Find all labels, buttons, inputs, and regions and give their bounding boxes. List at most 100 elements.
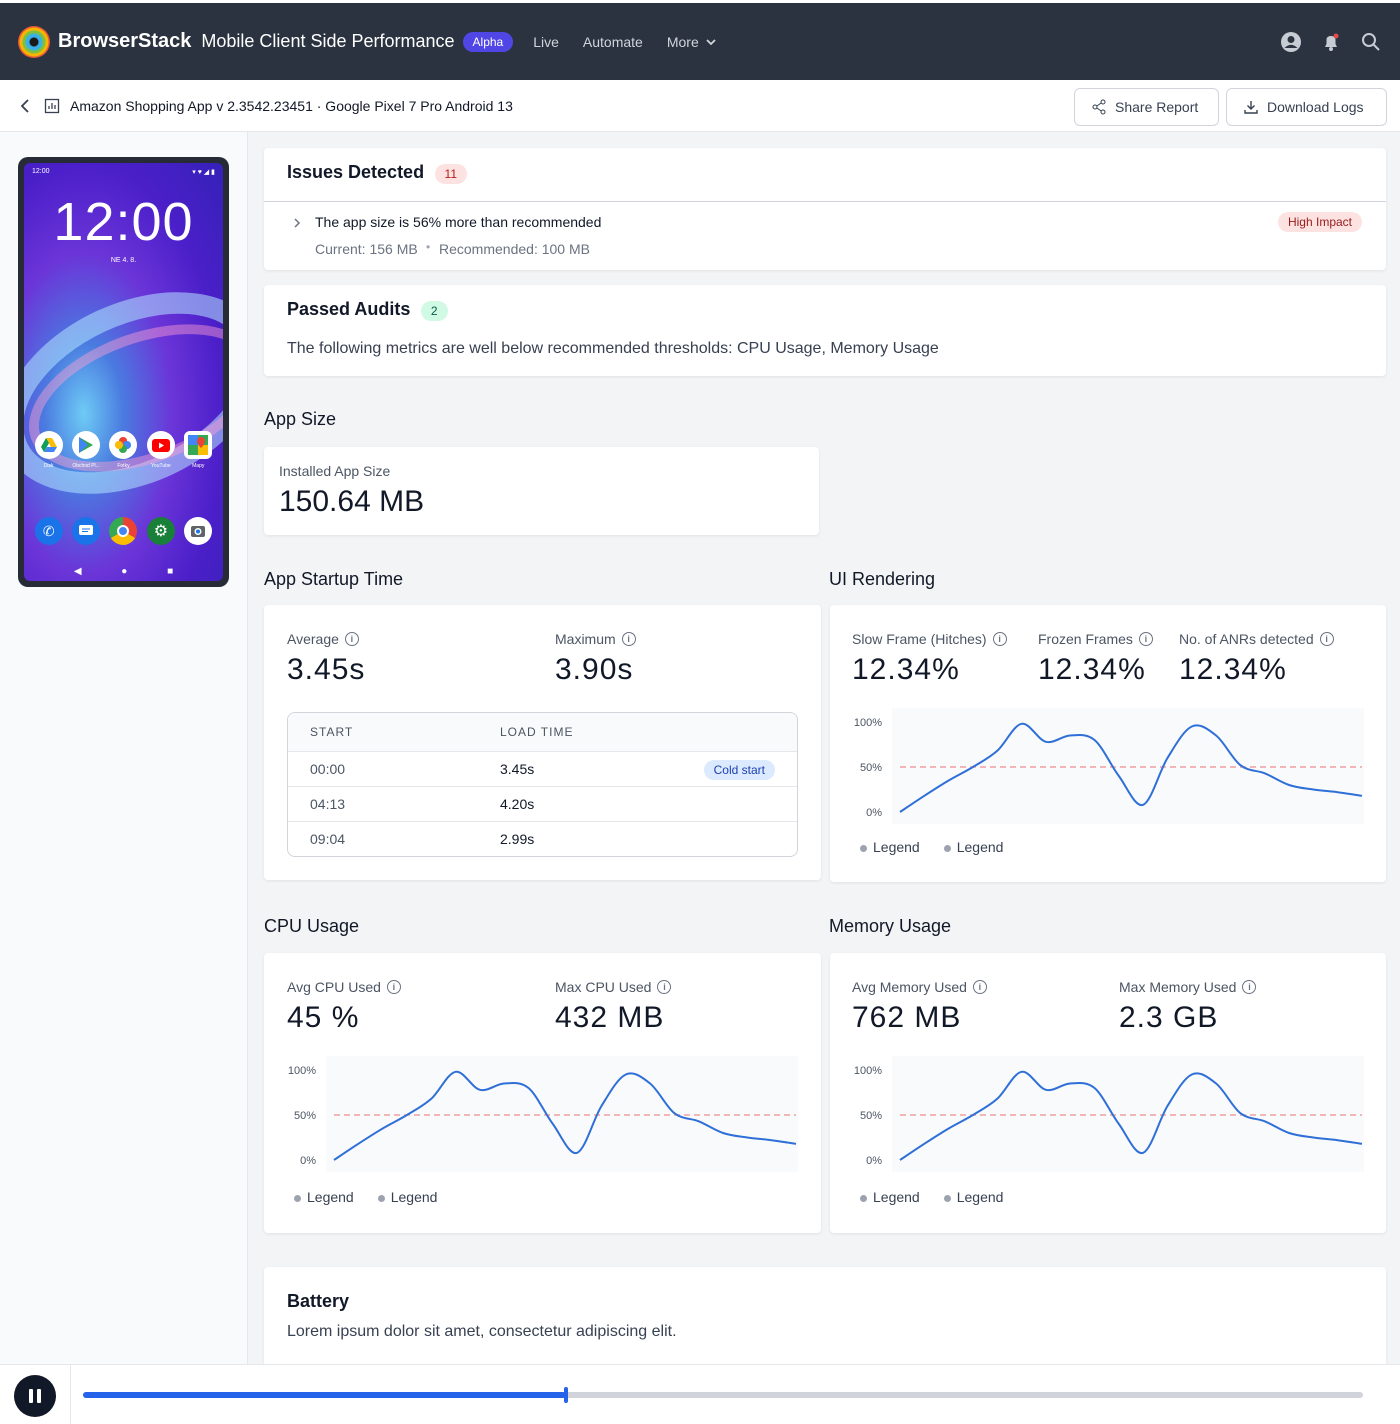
drive-icon	[34, 431, 63, 459]
battery-text: Lorem ipsum dolor sit amet, consectetur …	[287, 1323, 677, 1340]
info-icon[interactable]: i	[992, 632, 1007, 646]
nav-recents-icon[interactable]: ■	[167, 566, 174, 577]
app-play-store[interactable]: Obchod Pl...	[68, 431, 104, 469]
line-chart-svg: 100% 50% 0%	[854, 1056, 1364, 1172]
nav-more[interactable]: More	[667, 34, 717, 50]
info-icon[interactable]: i	[657, 980, 672, 994]
gear-icon: ⚙	[146, 517, 175, 545]
device-frame: 12:00 ▾ ♥ ◢ ▮ 12:00 NE 4. 8. Disk Obchod…	[18, 157, 229, 587]
max-cpu-metric: Max CPU Used i 432 MB	[555, 979, 672, 1035]
cold-start-badge: Cold start	[703, 760, 775, 780]
chevron-right-icon[interactable]	[292, 217, 302, 229]
progress-fill	[83, 1392, 566, 1398]
table-row[interactable]: 00:00 3.45s Cold start	[288, 751, 797, 786]
slow-frame-label: Slow Frame (Hitches)	[852, 631, 987, 647]
issue-current: Current: 156 MB	[315, 241, 418, 257]
row-start: 09:04	[310, 831, 346, 847]
download-logs-button[interactable]: Download Logs	[1226, 88, 1387, 126]
app-phone[interactable]: ✆	[31, 517, 67, 545]
app-size-card: Installed App Size 150.64 MB	[264, 447, 819, 535]
legend-item: Legend	[860, 839, 920, 855]
app-label: Fotky	[117, 463, 130, 469]
y-tick-label: 50%	[860, 1110, 882, 1122]
app-chrome[interactable]	[105, 517, 141, 545]
startup-average: Average i 3.45s	[287, 631, 365, 687]
ui-rendering-chart: 100% 50% 0%	[852, 708, 1364, 824]
app-label: Mapy	[192, 463, 205, 469]
nav-automate[interactable]: Automate	[582, 33, 643, 50]
report-header: Amazon Shopping App v 2.3542.23451 · Goo…	[0, 80, 1400, 132]
info-icon[interactable]: i	[1138, 632, 1153, 646]
slow-frame-value: 12.34%	[852, 653, 960, 686]
browserstack-logo-icon[interactable]	[18, 25, 50, 58]
startup-card: Average i 3.45s Maximum i 3.90s START LOAD…	[264, 605, 821, 880]
lock-clock: 12:00	[53, 192, 194, 252]
series-line	[333, 1070, 797, 1161]
search-icon[interactable]	[1360, 31, 1382, 53]
line-chart-svg: 100% 50% 0%	[288, 1056, 798, 1172]
issue-row[interactable]: The app size is 56% more than recommende…	[264, 202, 1386, 270]
memory-section-title: Memory Usage	[829, 916, 952, 936]
app-label: Disk	[43, 463, 54, 469]
plot-background	[892, 708, 1364, 824]
legend-label: Legend	[873, 1189, 920, 1205]
memory-card: Avg Memory Used i 762 MB Max Memory Used i…	[830, 953, 1386, 1233]
share-report-button[interactable]: Share Report	[1074, 88, 1219, 126]
divider	[264, 201, 1386, 202]
app-photos[interactable]: Fotky	[105, 431, 141, 469]
device-screen[interactable]: 12:00 ▾ ♥ ◢ ▮ 12:00 NE 4. 8. Disk Obchod…	[24, 163, 223, 581]
high-impact-badge: High Impact	[1277, 212, 1362, 232]
col-load-time: LOAD TIME	[500, 725, 574, 739]
progress-thumb[interactable]	[563, 1387, 568, 1403]
nav-back-icon[interactable]: ◀	[73, 566, 82, 577]
y-tick-label: 50%	[294, 1110, 316, 1122]
top-nav: BrowserStack Mobile Client Side Performa…	[0, 0, 1400, 80]
legend-label: Legend	[873, 839, 920, 855]
app-settings[interactable]: ⚙	[143, 517, 179, 545]
cpu-section-title: CPU Usage	[264, 916, 360, 936]
row-start: 00:00	[310, 761, 346, 777]
back-arrow-icon[interactable]	[18, 98, 34, 114]
info-icon[interactable]: i	[972, 980, 987, 994]
nav-live[interactable]: Live	[533, 33, 559, 50]
row-load: 4.20s	[500, 796, 535, 812]
legend-item: Legend	[943, 1189, 1003, 1205]
max-cpu-value: 432 MB	[555, 1001, 665, 1034]
app-maps[interactable]: Mapy	[180, 431, 216, 469]
legend-item: Legend	[294, 1189, 354, 1205]
table-row[interactable]: 09:04 2.99s	[288, 821, 797, 856]
separator-dot: •	[426, 240, 431, 254]
info-icon[interactable]: i	[1242, 980, 1257, 994]
app-drive[interactable]: Disk	[31, 431, 67, 469]
info-icon[interactable]: i	[621, 632, 636, 646]
y-tick-label: 0%	[866, 1155, 882, 1167]
progress-track[interactable]	[83, 1387, 1363, 1403]
user-icon[interactable]	[1280, 31, 1302, 53]
app-messages[interactable]	[68, 517, 104, 545]
max-label: Maximum	[555, 631, 616, 647]
plot-background	[326, 1056, 798, 1172]
phone-icon: ✆	[34, 517, 63, 545]
y-tick-label: 0%	[300, 1155, 316, 1167]
status-bar-icons: ▾ ♥ ◢ ▮	[192, 169, 215, 176]
frozen-frames-metric: Frozen Frames i 12.34%	[1038, 631, 1153, 687]
col-start: START	[310, 725, 354, 739]
info-icon[interactable]: i	[344, 632, 359, 646]
app-youtube[interactable]: YouTube	[143, 431, 179, 469]
nav-home-icon[interactable]: ●	[121, 566, 128, 577]
clock-date: NE 4. 8.	[110, 257, 137, 264]
report-icon	[44, 98, 60, 113]
info-icon[interactable]: i	[1319, 632, 1334, 646]
passed-text: The following metrics are well below rec…	[287, 340, 939, 357]
row-load: 2.99s	[500, 831, 535, 847]
issue-title: The app size is 56% more than recommende…	[315, 214, 602, 230]
alpha-badge: Alpha	[462, 31, 514, 52]
pause-button[interactable]	[14, 1375, 56, 1417]
brand-name[interactable]: BrowserStack	[58, 30, 192, 52]
app-camera[interactable]	[180, 517, 216, 545]
y-tick-label: 100%	[854, 1065, 882, 1077]
bell-icon[interactable]	[1320, 31, 1342, 53]
table-row[interactable]: 04:13 4.20s	[288, 786, 797, 821]
info-icon[interactable]: i	[386, 980, 401, 994]
max-memory-metric: Max Memory Used i 2.3 GB	[1119, 979, 1257, 1035]
